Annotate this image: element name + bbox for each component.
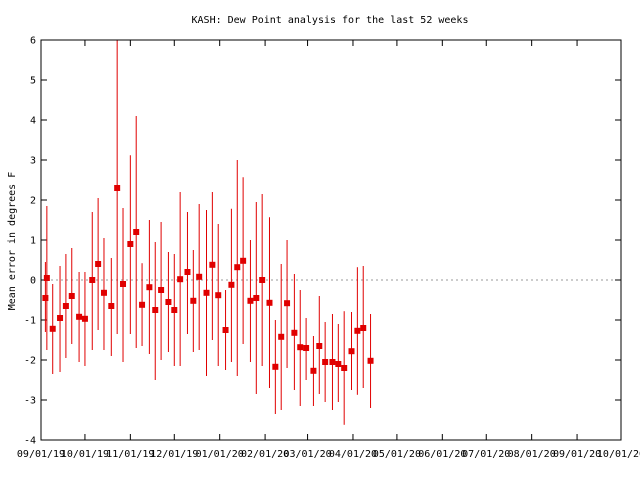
x-tick-label: 04/01/20: [329, 449, 377, 460]
y-tick-label: 5: [30, 76, 36, 87]
data-point: [297, 344, 304, 351]
data-point: [360, 325, 367, 331]
data-point: [108, 303, 115, 309]
data-point: [310, 367, 317, 374]
data-point: [81, 315, 88, 322]
data-point: [284, 300, 291, 307]
x-tick-label: 06/01/20: [418, 449, 466, 460]
data-point: [177, 276, 184, 283]
x-tick-label: 09/01/19: [17, 449, 65, 460]
error-bars: [44, 40, 372, 425]
data-point: [341, 365, 348, 371]
data-point: [171, 307, 178, 313]
data-point: [76, 313, 83, 320]
data-point: [120, 281, 127, 287]
x-tick-label: 02/01/20: [241, 449, 289, 460]
data-point: [222, 327, 229, 333]
y-tick-label: 0: [30, 276, 36, 287]
data-point: [139, 301, 146, 308]
x-tick-label: 08/01/20: [508, 449, 556, 460]
plot-frame: [40, 39, 622, 441]
y-tick-label: -1: [24, 316, 36, 327]
data-point: [253, 295, 260, 301]
data-point: [152, 307, 159, 313]
data-point: [196, 273, 203, 280]
x-tick-label: 10/01/20: [597, 449, 640, 460]
data-point: [278, 333, 285, 340]
data-point: [209, 261, 216, 268]
x-tick-label: 05/01/20: [373, 449, 421, 460]
data-point: [158, 287, 165, 293]
y-tick-label: -4: [24, 436, 36, 447]
data-points: [42, 185, 374, 374]
y-axis-ticks: -4 -3 -2 -1 0 1 2 3 4 5 6: [24, 36, 621, 447]
x-tick-label: 12/01/19: [150, 449, 198, 460]
data-point: [68, 293, 75, 299]
data-point: [184, 269, 191, 275]
data-point: [303, 345, 310, 351]
data-point: [190, 297, 197, 304]
data-point: [57, 315, 64, 321]
data-point: [165, 299, 172, 305]
y-tick-label: 6: [30, 36, 36, 47]
x-axis-ticks: 09/01/1910/01/1911/01/1912/01/1901/01/20…: [17, 40, 640, 460]
data-point: [348, 348, 355, 355]
data-point: [133, 229, 140, 235]
data-point: [43, 275, 50, 281]
x-tick-label: 09/01/20: [553, 449, 601, 460]
y-tick-label: 1: [30, 236, 36, 247]
data-point: [367, 357, 374, 364]
x-tick-label: 03/01/20: [283, 449, 331, 460]
data-point: [316, 343, 323, 349]
data-point: [49, 325, 56, 332]
y-axis-label: Mean error in degrees F: [7, 172, 18, 310]
data-point: [203, 289, 210, 296]
y-tick-label: -3: [24, 396, 36, 407]
data-point: [42, 295, 49, 301]
data-point: [215, 292, 222, 299]
data-point: [247, 297, 254, 304]
data-point: [89, 277, 96, 283]
data-point: [62, 303, 69, 309]
data-point: [354, 327, 361, 334]
data-point: [272, 363, 279, 370]
data-point: [266, 299, 273, 306]
data-point: [335, 361, 342, 367]
data-point: [114, 185, 121, 191]
data-point: [228, 281, 235, 288]
data-point: [95, 261, 102, 267]
x-tick-label: 10/01/19: [61, 449, 109, 460]
y-tick-label: -2: [24, 356, 36, 367]
data-point: [322, 359, 329, 365]
data-point: [100, 289, 107, 296]
chart-title: KASH: Dew Point analysis for the last 52…: [192, 15, 469, 26]
x-tick-label: 07/01/20: [462, 449, 510, 460]
data-point: [127, 241, 134, 247]
data-point: [146, 284, 153, 291]
data-point: [234, 264, 241, 271]
y-tick-label: 3: [30, 156, 36, 167]
y-tick-label: 2: [30, 196, 36, 207]
data-point: [240, 257, 247, 264]
data-point: [291, 329, 298, 336]
x-tick-label: 11/01/19: [106, 449, 154, 460]
x-tick-label: 01/01/20: [196, 449, 244, 460]
data-point: [259, 277, 266, 283]
y-tick-label: 4: [30, 116, 36, 127]
data-point: [329, 359, 336, 365]
